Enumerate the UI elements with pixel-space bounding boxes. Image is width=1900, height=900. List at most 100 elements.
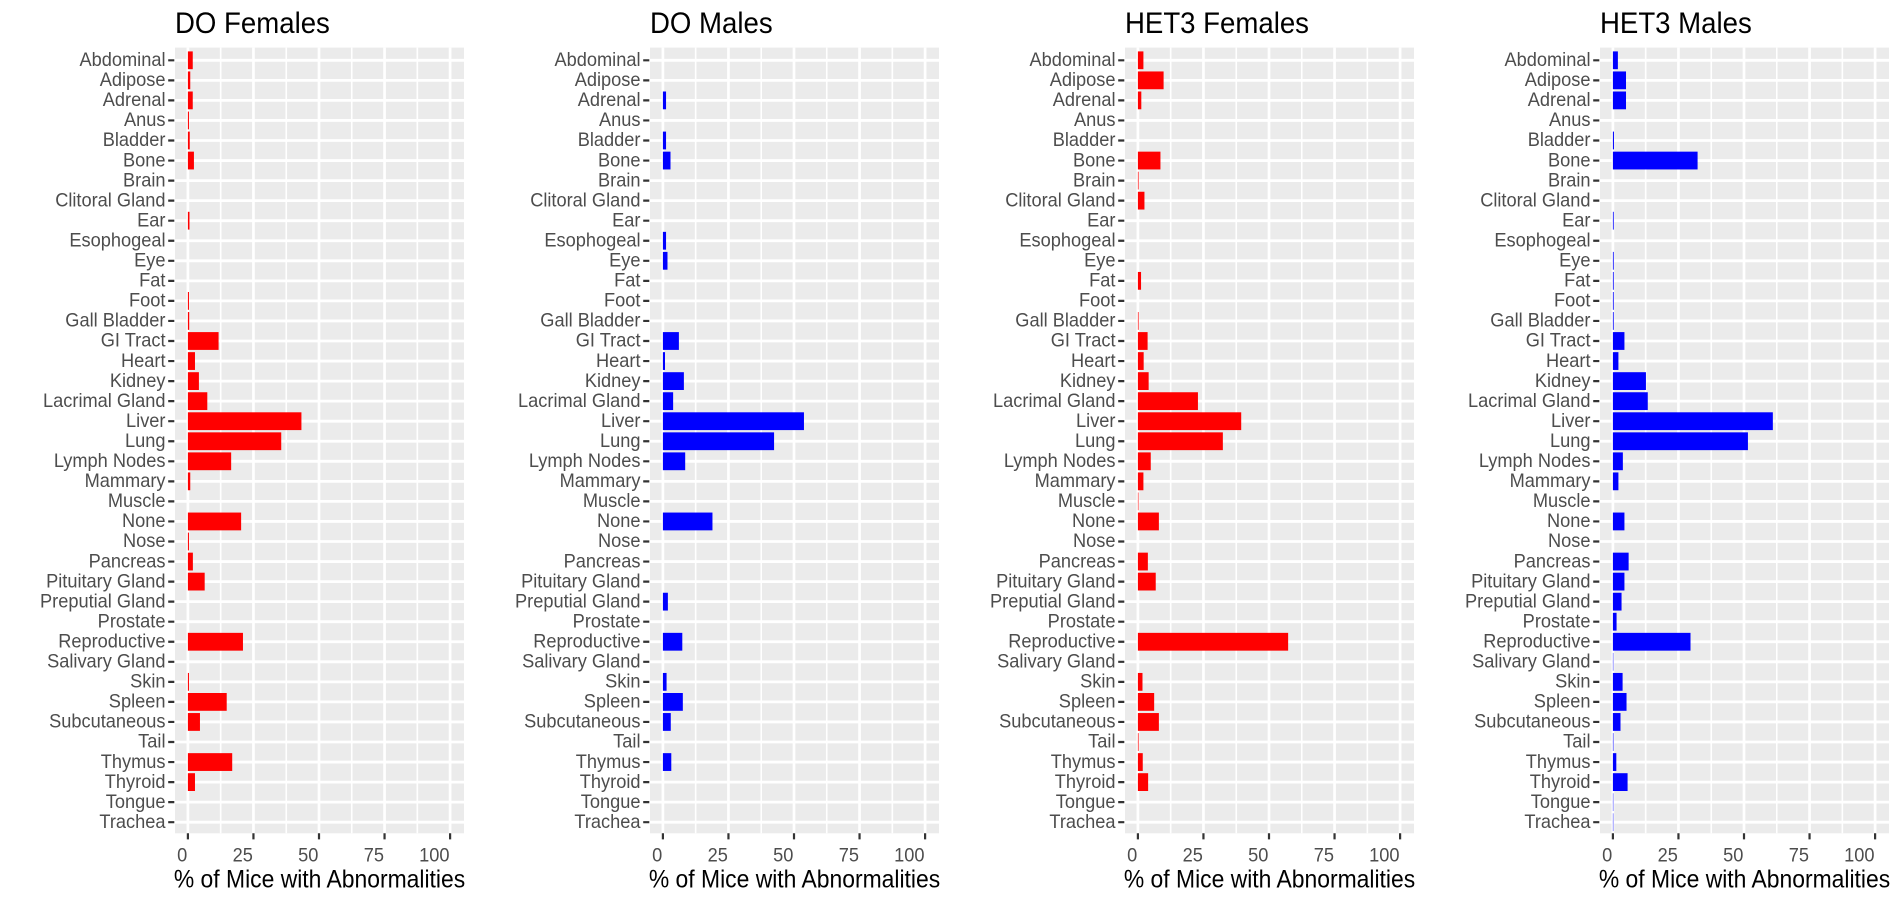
svg-text:Brain: Brain bbox=[1073, 170, 1116, 192]
svg-text:50: 50 bbox=[1723, 845, 1743, 867]
svg-text:DO Males: DO Males bbox=[650, 7, 773, 40]
svg-text:GI Tract: GI Tract bbox=[1526, 330, 1591, 352]
svg-text:Gall Bladder: Gall Bladder bbox=[1015, 310, 1116, 332]
svg-text:Skin: Skin bbox=[130, 671, 165, 693]
svg-text:Pancreas: Pancreas bbox=[1039, 551, 1116, 573]
svg-text:Preputial Gland: Preputial Gland bbox=[515, 591, 641, 613]
svg-text:Lacrimal Gland: Lacrimal Gland bbox=[518, 390, 640, 412]
svg-text:Abdominal: Abdominal bbox=[79, 49, 165, 71]
svg-text:25: 25 bbox=[708, 845, 728, 867]
svg-text:Preputial Gland: Preputial Gland bbox=[1465, 591, 1591, 613]
svg-text:Clitoral Gland: Clitoral Gland bbox=[1480, 190, 1590, 212]
svg-text:Tail: Tail bbox=[613, 731, 640, 753]
svg-text:Mammary: Mammary bbox=[1510, 470, 1591, 492]
svg-text:Salivary Gland: Salivary Gland bbox=[522, 651, 640, 673]
svg-text:Tail: Tail bbox=[138, 731, 165, 753]
svg-text:Spleen: Spleen bbox=[109, 691, 166, 713]
svg-text:Adrenal: Adrenal bbox=[1053, 89, 1116, 111]
svg-text:Prostate: Prostate bbox=[1048, 611, 1116, 633]
svg-text:Nose: Nose bbox=[1073, 531, 1116, 553]
svg-text:Prostate: Prostate bbox=[98, 611, 166, 633]
svg-text:75: 75 bbox=[839, 845, 859, 867]
svg-text:% of Mice with Abnormalities: % of Mice with Abnormalities bbox=[1599, 866, 1890, 894]
svg-text:Nose: Nose bbox=[1548, 531, 1591, 553]
svg-text:Clitoral Gland: Clitoral Gland bbox=[55, 190, 165, 212]
svg-text:Adrenal: Adrenal bbox=[1528, 89, 1591, 111]
svg-text:Reproductive: Reproductive bbox=[533, 631, 640, 653]
svg-text:Kidney: Kidney bbox=[585, 370, 641, 392]
svg-text:Lung: Lung bbox=[600, 430, 641, 452]
svg-text:0: 0 bbox=[177, 845, 187, 867]
svg-text:Bone: Bone bbox=[598, 150, 641, 172]
svg-text:Liver: Liver bbox=[1551, 410, 1591, 432]
svg-text:Bladder: Bladder bbox=[578, 130, 641, 152]
svg-text:Heart: Heart bbox=[1546, 350, 1591, 372]
svg-text:Salivary Gland: Salivary Gland bbox=[997, 651, 1115, 673]
svg-text:% of Mice with Abnormalities: % of Mice with Abnormalities bbox=[174, 866, 465, 894]
svg-text:Fat: Fat bbox=[139, 270, 166, 292]
svg-text:Reproductive: Reproductive bbox=[1008, 631, 1115, 653]
svg-text:Pancreas: Pancreas bbox=[89, 551, 166, 573]
svg-text:50: 50 bbox=[773, 845, 793, 867]
svg-text:Skin: Skin bbox=[1080, 671, 1115, 693]
svg-text:None: None bbox=[597, 511, 641, 533]
svg-text:Subcutaneous: Subcutaneous bbox=[1474, 711, 1590, 733]
svg-text:Brain: Brain bbox=[123, 170, 166, 192]
svg-text:None: None bbox=[122, 511, 166, 533]
svg-text:Adipose: Adipose bbox=[1525, 69, 1591, 91]
svg-text:HET3 Females: HET3 Females bbox=[1125, 7, 1309, 40]
svg-text:Spleen: Spleen bbox=[1534, 691, 1591, 713]
svg-text:Clitoral Gland: Clitoral Gland bbox=[530, 190, 640, 212]
svg-text:Eye: Eye bbox=[1084, 250, 1115, 272]
svg-text:Adipose: Adipose bbox=[575, 69, 641, 91]
svg-text:Nose: Nose bbox=[598, 531, 641, 553]
svg-text:Ear: Ear bbox=[1087, 210, 1116, 232]
svg-text:Abdominal: Abdominal bbox=[554, 49, 640, 71]
svg-text:Pituitary Gland: Pituitary Gland bbox=[1471, 571, 1590, 593]
svg-text:Nose: Nose bbox=[123, 531, 166, 553]
svg-text:Anus: Anus bbox=[1549, 110, 1591, 132]
svg-text:Muscle: Muscle bbox=[1533, 490, 1591, 512]
svg-text:Lymph Nodes: Lymph Nodes bbox=[1479, 450, 1591, 472]
svg-text:Lung: Lung bbox=[1075, 430, 1116, 452]
svg-text:Thyroid: Thyroid bbox=[580, 771, 641, 793]
svg-text:0: 0 bbox=[1602, 845, 1612, 867]
svg-text:Thyroid: Thyroid bbox=[1530, 771, 1591, 793]
svg-text:Prostate: Prostate bbox=[1523, 611, 1591, 633]
svg-text:HET3 Males: HET3 Males bbox=[1600, 7, 1752, 40]
svg-text:100: 100 bbox=[1369, 845, 1399, 867]
svg-text:Thymus: Thymus bbox=[101, 751, 166, 773]
svg-text:Mammary: Mammary bbox=[85, 470, 166, 492]
svg-text:Ear: Ear bbox=[612, 210, 641, 232]
svg-text:Foot: Foot bbox=[604, 290, 641, 312]
svg-text:GI Tract: GI Tract bbox=[101, 330, 166, 352]
svg-text:Muscle: Muscle bbox=[108, 490, 166, 512]
svg-text:Brain: Brain bbox=[1548, 170, 1591, 192]
svg-text:Gall Bladder: Gall Bladder bbox=[65, 310, 166, 332]
svg-text:Thymus: Thymus bbox=[576, 751, 641, 773]
svg-text:Adrenal: Adrenal bbox=[103, 89, 166, 111]
svg-text:0: 0 bbox=[652, 845, 662, 867]
svg-text:Kidney: Kidney bbox=[110, 370, 166, 392]
svg-text:Bone: Bone bbox=[1073, 150, 1116, 172]
svg-text:Subcutaneous: Subcutaneous bbox=[999, 711, 1115, 733]
svg-text:Foot: Foot bbox=[1079, 290, 1116, 312]
svg-text:Salivary Gland: Salivary Gland bbox=[47, 651, 165, 673]
svg-text:Skin: Skin bbox=[1555, 671, 1590, 693]
svg-text:% of Mice with Abnormalities: % of Mice with Abnormalities bbox=[1124, 866, 1415, 894]
svg-text:Liver: Liver bbox=[126, 410, 166, 432]
svg-text:GI Tract: GI Tract bbox=[576, 330, 641, 352]
svg-text:Pituitary Gland: Pituitary Gland bbox=[46, 571, 165, 593]
svg-text:Brain: Brain bbox=[598, 170, 641, 192]
svg-text:50: 50 bbox=[1248, 845, 1268, 867]
svg-text:Esophogeal: Esophogeal bbox=[69, 230, 165, 252]
svg-text:Eye: Eye bbox=[609, 250, 640, 272]
svg-text:Eye: Eye bbox=[1559, 250, 1590, 272]
svg-text:Bladder: Bladder bbox=[103, 130, 166, 152]
svg-text:Clitoral Gland: Clitoral Gland bbox=[1005, 190, 1115, 212]
svg-text:Ear: Ear bbox=[137, 210, 166, 232]
svg-text:Skin: Skin bbox=[605, 671, 640, 693]
svg-text:Anus: Anus bbox=[1074, 110, 1116, 132]
svg-text:Fat: Fat bbox=[1564, 270, 1591, 292]
svg-text:Lacrimal Gland: Lacrimal Gland bbox=[1468, 390, 1590, 412]
